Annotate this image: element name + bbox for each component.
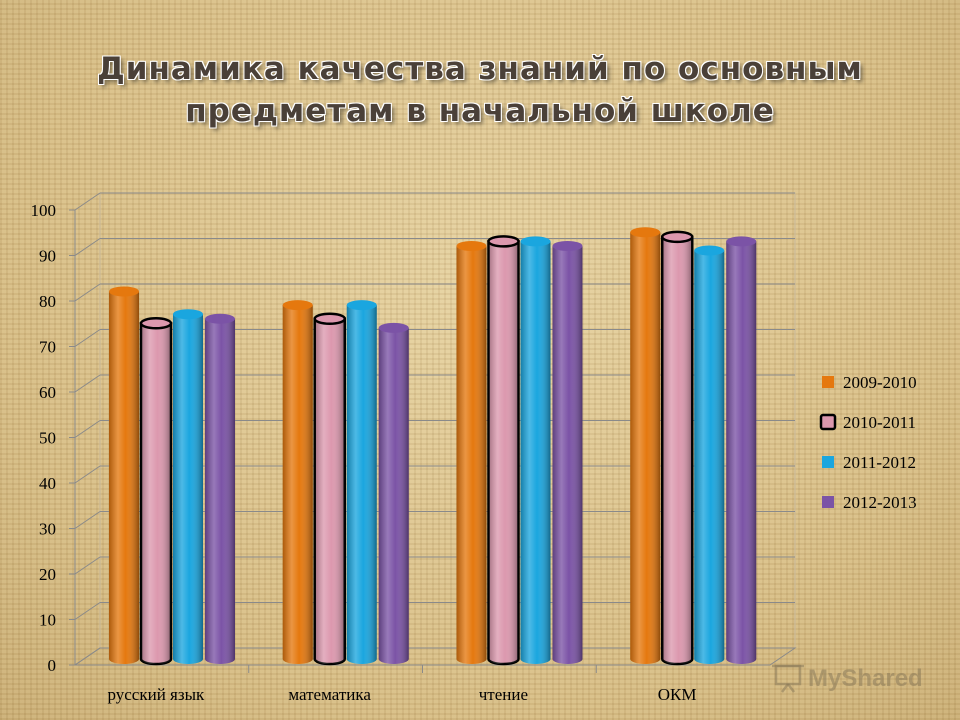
bar-top: [630, 227, 661, 238]
legend-swatch: [822, 496, 834, 508]
y-tick-label: 10: [39, 611, 56, 630]
bar: [346, 300, 377, 664]
bar-shading: [662, 236, 693, 664]
x-axis-categories: русский язык математика чтение ОКМ: [107, 685, 696, 704]
legend-label: 2012-2013: [843, 493, 917, 512]
bar-top: [726, 236, 757, 247]
y-tick-label: 70: [39, 338, 56, 357]
bar: [378, 322, 409, 664]
gridline-diag: [74, 511, 101, 529]
bar-top: [109, 286, 139, 297]
bar-shading: [630, 232, 661, 665]
bar: [694, 245, 725, 664]
legend-swatch: [822, 376, 834, 388]
y-tick-label: 90: [39, 247, 56, 266]
bar: [520, 236, 551, 664]
gridline-diag: [74, 329, 101, 347]
bar: [630, 227, 661, 665]
y-tick-label: 0: [48, 656, 57, 675]
gridline-diag: [74, 647, 101, 666]
bar-shading: [346, 305, 377, 664]
bar-top: [139, 317, 173, 330]
chart-title: Динамика качества знаний по основным пре…: [97, 51, 863, 129]
x-category-label: чтение: [479, 685, 528, 704]
bar: [139, 317, 173, 666]
gridline-diag: [74, 465, 101, 484]
y-tick-label: 100: [31, 201, 57, 220]
legend-entry: 2009-2010: [822, 373, 917, 392]
x-category-label: русский язык: [107, 685, 205, 704]
bar-top: [552, 240, 583, 251]
bar-top: [378, 322, 409, 333]
bar-top: [205, 313, 235, 324]
legend-entry: 2012-2013: [822, 493, 917, 512]
y-axis-ticks: 0 10 20 30 40 50 60 70 80 90 100: [31, 201, 57, 675]
presentation-icon: [772, 664, 804, 693]
legend-entry: 2010-2011: [819, 413, 916, 432]
bar-shading: [205, 318, 235, 664]
legend-entry: 2011-2012: [822, 453, 916, 472]
gridline-diag: [74, 238, 101, 256]
y-tick-label: 60: [39, 383, 56, 402]
y-tick-label: 50: [39, 429, 56, 448]
bar: [173, 309, 203, 664]
y-tick-label: 80: [39, 292, 56, 311]
bar: [109, 286, 139, 664]
gridline-diag: [74, 420, 101, 438]
gridline-diag: [74, 602, 101, 620]
bar-top: [694, 245, 725, 256]
x-category-label: математика: [288, 685, 371, 704]
bar: [456, 240, 487, 664]
bar-shading: [109, 291, 139, 664]
bar-shading: [282, 305, 313, 664]
legend-label: 2011-2012: [843, 453, 916, 472]
legend-swatch: [819, 413, 837, 431]
bar: [313, 312, 346, 666]
bar: [661, 230, 694, 666]
bars: [109, 227, 757, 666]
bar-shading: [378, 327, 409, 664]
bar-shading: [141, 323, 171, 664]
bar: [726, 236, 757, 664]
bar-shading: [488, 241, 519, 664]
legend-swatch: [822, 456, 834, 468]
bar-shading: [552, 245, 583, 664]
bar-shading: [456, 245, 487, 664]
legend-label: 2009-2010: [843, 373, 917, 392]
bar-shading: [520, 241, 551, 664]
bar: [487, 235, 520, 666]
bar-top: [282, 300, 313, 311]
gridline-diag: [74, 283, 101, 302]
bar-top: [346, 300, 377, 311]
watermark-text: MyShared: [808, 665, 923, 692]
legend: 2009-2010 2010-2011 2011-2012 2012-2013: [819, 373, 917, 512]
x-category-label: ОКМ: [658, 685, 697, 704]
bar-top: [456, 240, 487, 251]
bar-top: [661, 230, 694, 244]
y-tick-label: 30: [39, 520, 56, 539]
bar-shading: [173, 314, 203, 664]
bar-top: [520, 236, 551, 247]
bar-top: [487, 235, 520, 248]
gridline-diag: [74, 374, 101, 393]
bar-top: [313, 312, 346, 325]
bar: [282, 300, 313, 664]
y-tick-label: 40: [39, 474, 56, 493]
gridline-diag: [74, 192, 101, 211]
bar-shading: [694, 250, 725, 664]
bar-top: [173, 309, 203, 320]
legend-label: 2010-2011: [843, 413, 916, 432]
bar-shading: [726, 241, 757, 664]
bar: [552, 240, 583, 664]
gridline-diag: [74, 556, 101, 575]
bar-shading: [314, 318, 345, 664]
bar: [205, 313, 235, 664]
watermark-logo: MyShared: [772, 664, 923, 693]
y-tick-label: 20: [39, 565, 56, 584]
